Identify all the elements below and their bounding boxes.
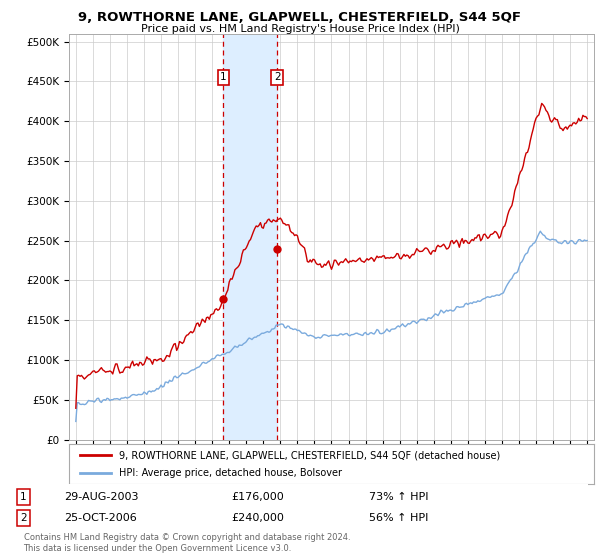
Text: 25-OCT-2006: 25-OCT-2006 [64,513,137,523]
Text: 2: 2 [274,72,280,82]
Text: 2: 2 [20,513,27,523]
Text: HPI: Average price, detached house, Bolsover: HPI: Average price, detached house, Bols… [119,468,342,478]
Bar [223,34,277,440]
Text: 29-AUG-2003: 29-AUG-2003 [64,492,139,502]
Text: £240,000: £240,000 [231,513,284,523]
Text: 56% ↑ HPI: 56% ↑ HPI [369,513,428,523]
Text: 1: 1 [220,72,227,82]
Text: Price paid vs. HM Land Registry's House Price Index (HPI): Price paid vs. HM Land Registry's House … [140,24,460,34]
Text: £176,000: £176,000 [231,492,284,502]
Text: Contains HM Land Registry data © Crown copyright and database right 2024.
This d: Contains HM Land Registry data © Crown c… [23,534,350,553]
Text: 1: 1 [20,492,27,502]
Text: 9, ROWTHORNE LANE, GLAPWELL, CHESTERFIELD, S44 5QF (detached house): 9, ROWTHORNE LANE, GLAPWELL, CHESTERFIEL… [119,450,500,460]
Text: 73% ↑ HPI: 73% ↑ HPI [369,492,428,502]
Text: 9, ROWTHORNE LANE, GLAPWELL, CHESTERFIELD, S44 5QF: 9, ROWTHORNE LANE, GLAPWELL, CHESTERFIEL… [79,11,521,24]
